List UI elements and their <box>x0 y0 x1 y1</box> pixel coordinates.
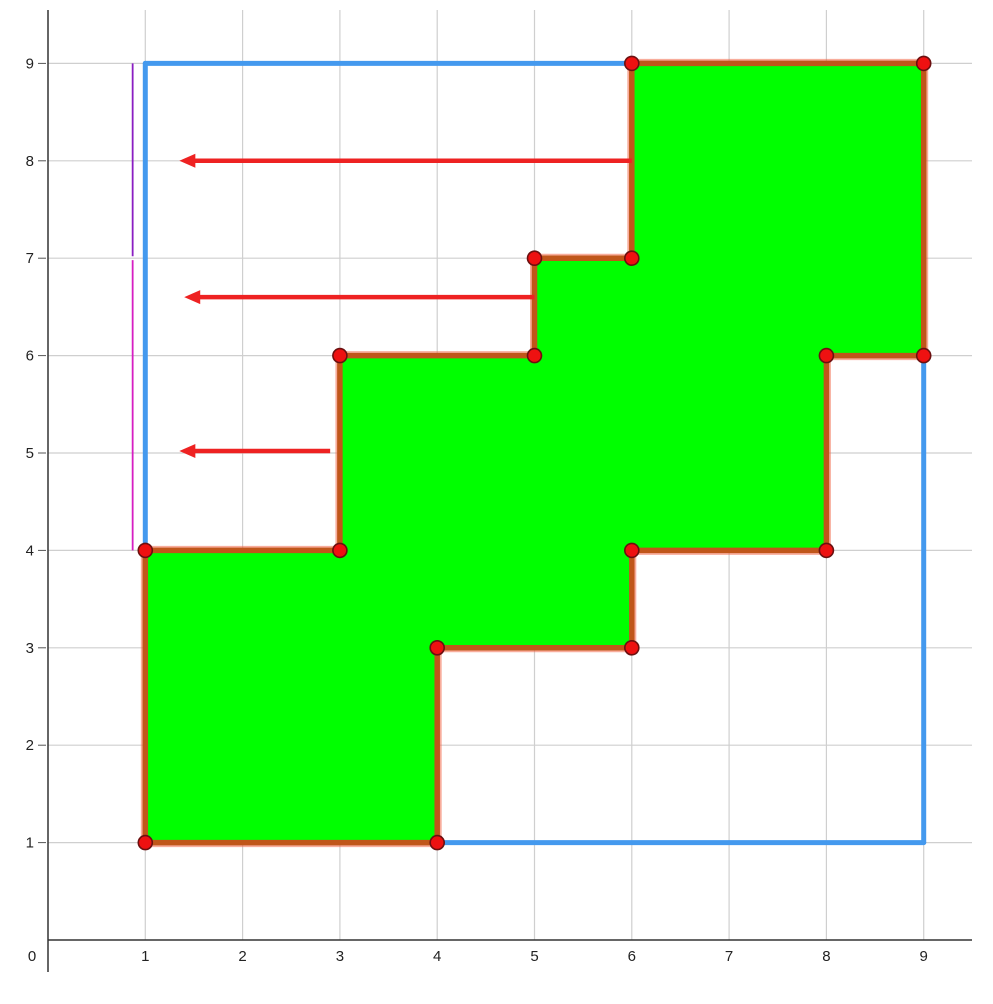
vertex-point <box>332 347 348 364</box>
vertex-point <box>818 542 835 559</box>
y-tick-label: 8 <box>26 153 34 170</box>
vertex-point <box>429 639 446 656</box>
arrows <box>179 153 632 459</box>
vertex-point <box>623 639 640 656</box>
y-tick-label: 4 <box>26 542 34 559</box>
y-tick-label: 3 <box>26 640 34 657</box>
origin-label: 0 <box>28 948 36 965</box>
vertex-point <box>623 250 640 267</box>
x-tick-label: 5 <box>530 948 538 965</box>
x-tick-label: 3 <box>336 948 344 965</box>
vertex-point <box>818 347 835 364</box>
x-tick-label: 2 <box>238 948 246 965</box>
x-tick-label: 6 <box>628 948 636 965</box>
y-tick-label: 5 <box>26 445 34 462</box>
vertex-point <box>526 250 543 267</box>
y-tick-label: 6 <box>26 348 34 365</box>
y-tick-label: 9 <box>26 55 34 72</box>
vertex-point <box>526 347 543 364</box>
x-tick-label: 7 <box>725 948 733 965</box>
x-tick-label: 4 <box>433 948 441 965</box>
red-arrow-head <box>179 153 196 168</box>
x-tick-label: 1 <box>141 948 149 965</box>
y-tick-label: 7 <box>26 250 34 267</box>
y-tick-label: 1 <box>26 835 34 852</box>
tick-labels: 1 2 3 4 5 6 7 8 9 1 2 3 4 5 6 7 8 9 <box>26 55 928 965</box>
vertex-point <box>915 55 932 72</box>
vertex-point <box>429 834 446 851</box>
vertices <box>137 55 932 851</box>
red-arrow-head <box>179 444 196 459</box>
x-tick-label: 9 <box>920 948 928 965</box>
vertex-point <box>915 347 932 364</box>
vertex-point <box>623 55 640 72</box>
y-tick-label: 2 <box>26 737 34 754</box>
vertex-point <box>137 834 154 851</box>
bounding-lines <box>142 60 927 846</box>
vertex-point <box>137 542 154 559</box>
vertex-point <box>332 542 348 559</box>
x-tick-label: 8 <box>822 948 830 965</box>
axes <box>47 10 972 972</box>
vertex-point <box>623 542 640 559</box>
red-arrow-head <box>184 290 201 305</box>
